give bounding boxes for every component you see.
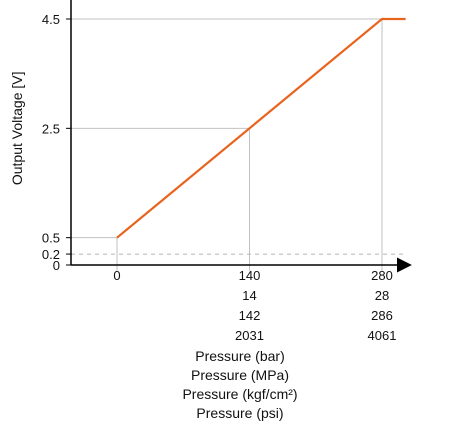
y-tick-label-0: 0 bbox=[53, 258, 60, 273]
y-tick-label-1: 0.2 bbox=[42, 247, 60, 262]
y-tick-label-3: 2.5 bbox=[42, 121, 60, 136]
x-tick-label-r0-c1: 140 bbox=[239, 268, 261, 283]
series-group bbox=[116, 17, 406, 239]
x-ticks: 0 140 280 14 28 142 286 2031 4061 bbox=[113, 268, 396, 343]
x-tick-label-r3-c2: 4061 bbox=[368, 328, 397, 343]
x-axis-label-3: Pressure (psi) bbox=[196, 405, 283, 421]
x-tick-label-r1-c2: 28 bbox=[375, 288, 389, 303]
x-tick-label-r0-c0: 0 bbox=[113, 268, 120, 283]
x-tick-label-r3-c1: 2031 bbox=[235, 328, 264, 343]
x-tick-label-r2-c1: 142 bbox=[239, 308, 261, 323]
x-axis-labels: Pressure (bar) Pressure (MPa) Pressure (kg… bbox=[182, 348, 297, 421]
x-axis-label-0: Pressure (bar) bbox=[195, 348, 284, 364]
x-tick-label-r2-c2: 286 bbox=[371, 308, 393, 323]
y-axis-label: Output Voltage [V] bbox=[9, 72, 25, 186]
y-tick-label-4: 4.5 bbox=[42, 12, 60, 27]
guide-lines bbox=[71, 18, 383, 271]
x-tick-label-r0-c2: 280 bbox=[371, 268, 393, 283]
x-tick-label-r1-c1: 14 bbox=[242, 288, 256, 303]
y-tick-label-2: 0.5 bbox=[42, 231, 60, 246]
x-axis-label-2: Pressure (kgf/cm²) bbox=[182, 386, 297, 402]
series-line-0 bbox=[116, 17, 406, 239]
y-ticks: 00.20.5 2.5 4.5 bbox=[42, 12, 71, 273]
x-axis-label-1: Pressure (MPa) bbox=[191, 367, 289, 383]
